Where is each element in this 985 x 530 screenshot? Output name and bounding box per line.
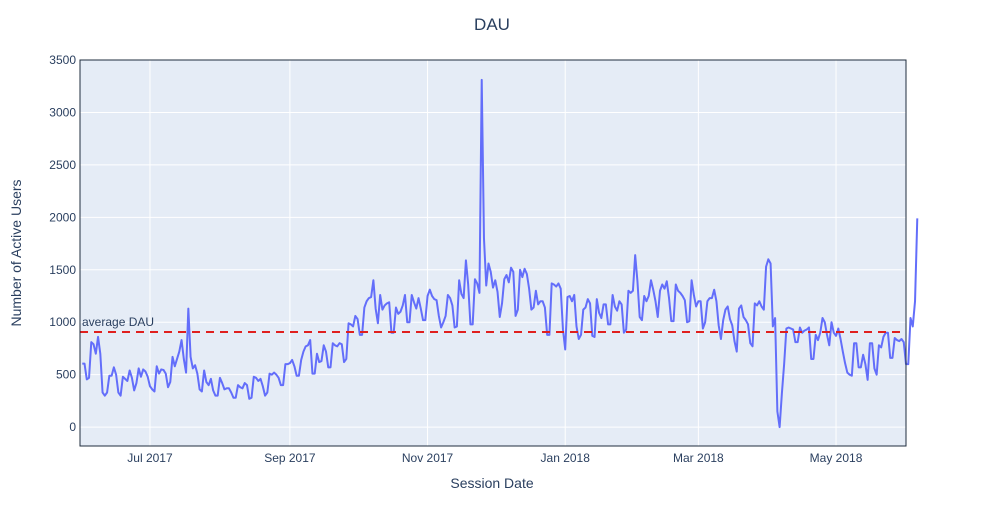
chart-title: DAU <box>474 15 510 34</box>
y-tick-label: 0 <box>69 420 76 434</box>
dau-series-line <box>82 78 919 429</box>
y-tick-label: 2500 <box>49 158 76 172</box>
y-tick-label: 3500 <box>49 53 76 67</box>
y-tick-label: 1000 <box>49 315 76 329</box>
y-tick-label: 500 <box>56 368 76 382</box>
y-tick-label: 2000 <box>49 210 76 224</box>
x-tick-label: Sep 2017 <box>264 451 316 465</box>
y-tick-label: 3000 <box>49 105 76 119</box>
x-tick-label: Jan 2018 <box>541 451 591 465</box>
x-tick-label: Mar 2018 <box>673 451 724 465</box>
plot-border <box>79 59 907 447</box>
x-tick-label: Jul 2017 <box>127 451 173 465</box>
axis-layer: 0 500 1000 1500 2000 2500 3000 3500 Jul 2017 Sep … <box>49 53 907 465</box>
series-layer: average DAU <box>80 78 919 429</box>
x-tick-label: May 2018 <box>810 451 863 465</box>
average-label: average DAU <box>82 315 154 329</box>
x-tick-label: Nov 2017 <box>402 451 454 465</box>
y-axis-title: Number of Active Users <box>8 179 24 326</box>
plot-background <box>80 60 906 446</box>
x-axis-title: Session Date <box>450 475 533 491</box>
y-tick-label: 1500 <box>49 263 76 277</box>
